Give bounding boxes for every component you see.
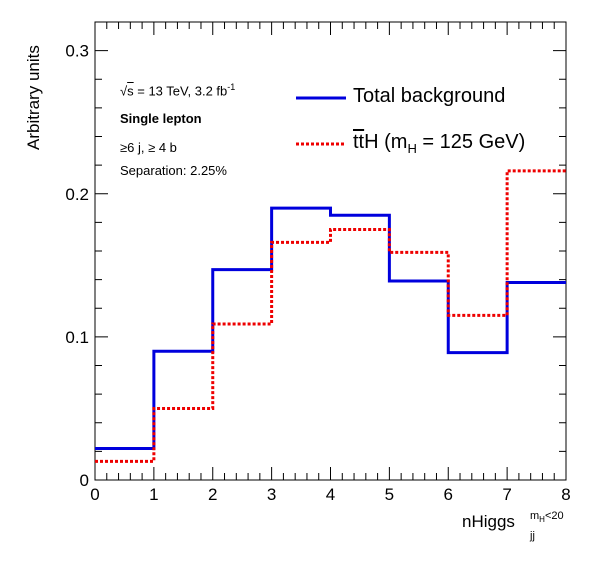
- legend-sig-rest: H (m: [364, 131, 408, 153]
- legend-sig-tail: = 125 GeV): [416, 131, 526, 153]
- x-sup-tail: <20: [544, 510, 564, 522]
- histogram-bin: [331, 214, 390, 216]
- histogram-series: [95, 169, 566, 463]
- histogram-bin: [507, 170, 566, 172]
- x-axis-main: nHiggs: [462, 512, 515, 531]
- lumi-exponent: -1: [227, 82, 236, 92]
- energy-lumi-annotation: √s = 13 TeV, 3.2 fb-1: [120, 82, 236, 99]
- histogram-bin: [448, 314, 507, 316]
- channel-annotation: Single lepton: [120, 111, 202, 126]
- y-tick-label: 0.2: [65, 185, 89, 204]
- x-tick-label: 0: [90, 485, 99, 504]
- histogram-bin: [389, 251, 448, 253]
- legend-sig-sub: H: [407, 141, 417, 156]
- legend-lines: [296, 96, 346, 146]
- tick-labels: 0 1 2 3 4 5 6 7 8 0 0.1 0.2 0.3: [65, 42, 570, 504]
- axis-ticks: [94, 21, 567, 481]
- y-axis-label: Arbitrary units: [24, 45, 43, 150]
- histogram-bin: [154, 350, 213, 352]
- x-tick-label: 8: [561, 485, 570, 504]
- x-tick-label: 7: [502, 485, 511, 504]
- x-tick-label: 6: [444, 485, 453, 504]
- histogram-bin: [448, 352, 507, 354]
- x-axis-subscript: jj: [530, 530, 535, 542]
- histogram-bin: [154, 407, 213, 409]
- energy-text: = 13 TeV, 3.2 fb: [133, 83, 228, 99]
- legend-tt: tt: [353, 131, 365, 153]
- x-axis-superscript: mH<20: [530, 510, 564, 524]
- separation-annotation: Separation: 2.25%: [120, 163, 227, 178]
- histogram-bin: [95, 460, 154, 462]
- x-sup-h: H: [539, 515, 545, 525]
- histogram-bin: [272, 207, 331, 209]
- x-tick-label: 5: [385, 485, 394, 504]
- histogram-bin: [95, 448, 154, 450]
- histogram-bin: [213, 269, 272, 271]
- histogram-bin: [213, 323, 272, 325]
- series-line-background: [95, 206, 566, 451]
- cuts-annotation: ≥6 j, ≥ 4 b: [120, 140, 177, 155]
- histogram-bin: [272, 241, 331, 243]
- histogram-bin: [389, 280, 448, 282]
- x-axis-label: nHiggs mH<20 jj: [462, 510, 564, 542]
- y-tick-label: 0.3: [65, 42, 89, 61]
- y-tick-label: 0: [80, 471, 89, 490]
- x-tick-label: 2: [208, 485, 217, 504]
- x-tick-label: 4: [326, 485, 335, 504]
- y-tick-label: 0.1: [65, 328, 89, 347]
- legend-entry-signal: ttH (mH = 125 GeV): [353, 131, 525, 156]
- sqrt-s-symbol: s: [127, 83, 134, 99]
- x-sup-m: m: [530, 510, 540, 522]
- histogram-bin: [331, 229, 390, 231]
- x-tick-label: 1: [149, 485, 158, 504]
- legend-entry-background: Total background: [353, 85, 506, 107]
- x-tick-label: 3: [267, 485, 276, 504]
- series-line-signal: [95, 169, 566, 463]
- histogram-bin: [507, 281, 566, 283]
